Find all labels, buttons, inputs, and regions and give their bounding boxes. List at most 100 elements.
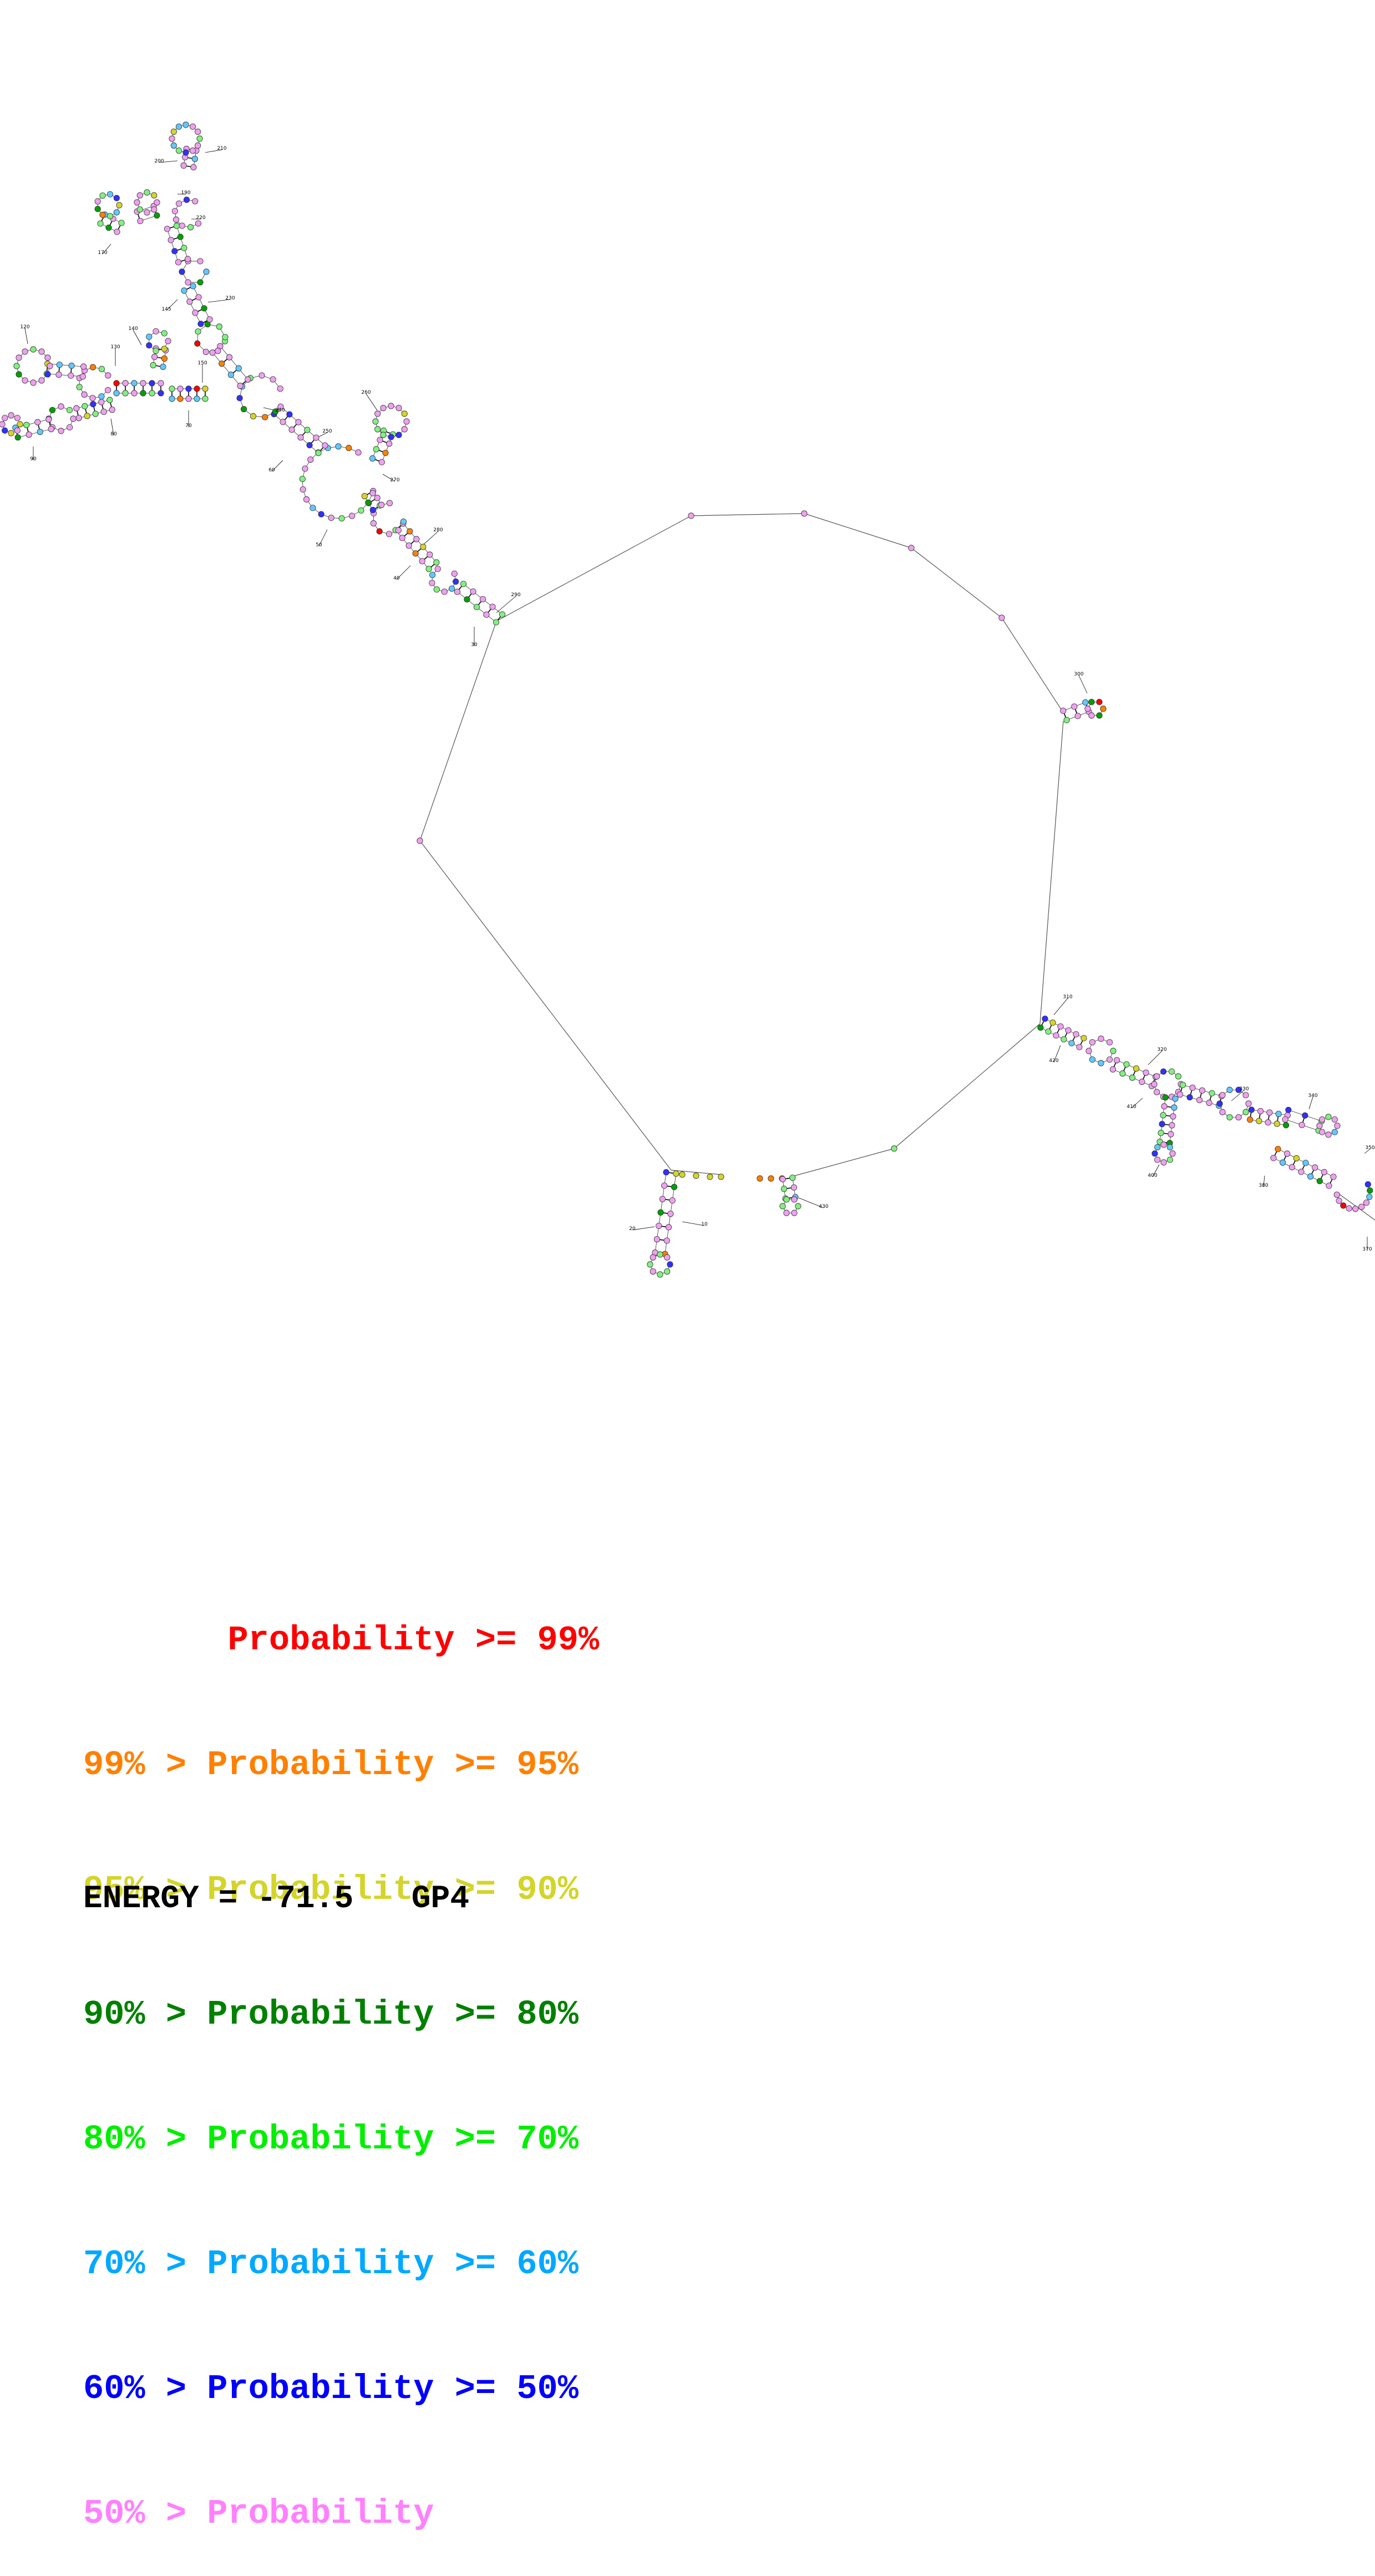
nucleotide <box>1077 1044 1082 1050</box>
nucleotide <box>1097 699 1102 705</box>
nucleotide <box>171 143 176 148</box>
nucleotide <box>1110 1048 1116 1054</box>
nucleotide <box>1341 1203 1346 1208</box>
nucleotide <box>164 226 170 232</box>
position-label: 240 <box>275 408 285 413</box>
nucleotide <box>1209 1090 1215 1096</box>
position-label: 270 <box>390 477 399 483</box>
nucleotide <box>80 374 85 379</box>
nucleotide <box>16 372 22 377</box>
nucleotide <box>1160 1112 1166 1118</box>
nucleotide <box>68 373 73 378</box>
nucleotide <box>1319 1116 1325 1122</box>
nucleotide <box>1086 1048 1092 1054</box>
nucleotide <box>307 443 312 448</box>
position-label: 170 <box>98 250 107 256</box>
nucleotide <box>302 466 308 471</box>
nucleotide <box>82 403 88 409</box>
nucleotide <box>346 445 352 451</box>
nucleotide <box>1180 1082 1185 1088</box>
nucleotide <box>172 248 177 254</box>
nucleotide <box>1133 1066 1139 1071</box>
label-leader <box>1148 1051 1162 1065</box>
nucleotide <box>95 199 100 204</box>
probability-legend: Probability >= 99% 99% > Probability >= … <box>83 1536 599 2576</box>
nucleotide <box>146 343 152 348</box>
nucleotide <box>1365 1181 1371 1187</box>
nucleotide <box>1346 1206 1352 1211</box>
nucleotide <box>176 148 181 153</box>
nucleotide <box>484 612 489 617</box>
nucleotide <box>195 329 201 334</box>
label-leader <box>632 1227 654 1230</box>
position-label: 200 <box>154 159 164 164</box>
nucleotide <box>196 294 201 300</box>
nucleotide <box>39 378 44 383</box>
nucleotide <box>250 413 256 419</box>
nucleotide <box>1206 1100 1212 1105</box>
nucleotide <box>101 409 106 414</box>
nucleotide <box>198 321 204 327</box>
nucleotide <box>671 1184 677 1190</box>
backbone-segment <box>691 514 804 516</box>
nucleotide <box>0 421 5 427</box>
nucleotide <box>470 588 476 594</box>
nucleotide <box>1243 1093 1249 1098</box>
nucleotide <box>909 545 914 551</box>
nucleotide <box>161 331 167 336</box>
nucleotide <box>1283 1122 1288 1128</box>
nucleotide <box>658 1210 663 1215</box>
nucleotide <box>1158 1130 1164 1136</box>
nucleotide <box>366 500 371 505</box>
nucleotide <box>1139 1079 1145 1085</box>
nucleotide <box>1081 1035 1087 1041</box>
nucleotide <box>490 604 495 609</box>
nucleotide <box>1336 1198 1342 1203</box>
nucleotide <box>1367 1187 1373 1193</box>
nucleotide <box>1271 1155 1276 1161</box>
nucleotide <box>667 1262 673 1267</box>
nucleotide <box>647 1262 653 1267</box>
nucleotide <box>349 513 354 519</box>
label-leader <box>1054 998 1068 1015</box>
nucleotide <box>1069 1040 1074 1046</box>
nucleotide <box>322 443 328 448</box>
nucleotide <box>784 1210 789 1216</box>
nucleotide <box>1120 1071 1125 1076</box>
nucleotide <box>1089 699 1094 705</box>
nucleotide <box>1089 1056 1095 1062</box>
nucleotide <box>140 390 146 396</box>
nucleotide <box>791 1197 797 1202</box>
nucleotide <box>1321 1169 1327 1175</box>
nucleotide <box>202 396 208 402</box>
nucleotide <box>1286 1107 1291 1112</box>
nucleotide <box>1160 1069 1166 1074</box>
nucleotide <box>1061 708 1066 713</box>
nucleotide <box>82 392 87 397</box>
nucleotide <box>119 220 124 226</box>
nucleotide <box>1289 1165 1295 1170</box>
nucleotide <box>154 212 160 218</box>
nucleotide <box>1326 1183 1332 1188</box>
nucleotide <box>90 364 95 370</box>
nucleotide <box>169 136 175 141</box>
nucleotide <box>1276 1111 1281 1116</box>
nucleotide <box>1170 1151 1175 1156</box>
nucleotide <box>419 558 425 564</box>
nucleotide <box>49 407 55 413</box>
nucleotide <box>176 124 181 129</box>
nucleotide <box>48 426 54 432</box>
position-label: 80 <box>110 431 117 437</box>
nucleotide <box>14 428 20 433</box>
nucleotide <box>187 225 193 230</box>
legend-text: Probability <box>207 2494 434 2533</box>
nucleotide <box>1073 1032 1079 1037</box>
legend-row: 60% > Probability >= 50% <box>83 2368 599 2410</box>
nucleotide <box>1161 1142 1166 1147</box>
nucleotide <box>1319 1129 1325 1135</box>
position-label: 120 <box>20 324 29 330</box>
nucleotide <box>1143 1070 1149 1075</box>
nucleotide <box>114 380 119 386</box>
position-label: 410 <box>1127 1104 1136 1110</box>
nucleotide <box>137 207 143 212</box>
